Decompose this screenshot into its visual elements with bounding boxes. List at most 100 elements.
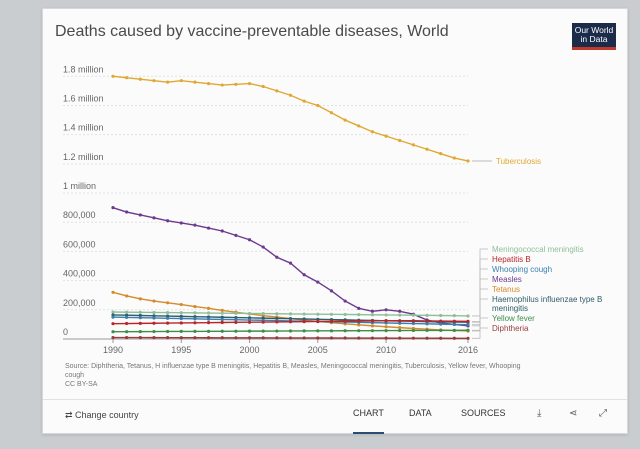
data-point [220,336,224,340]
data-point [179,321,183,325]
data-point [125,330,129,334]
data-point [138,313,142,318]
legend-label: Whooping cough [492,265,552,274]
data-point [206,306,211,310]
data-point [193,305,197,309]
data-point [452,319,456,323]
data-point [452,328,456,332]
data-point [247,238,252,242]
data-point [179,311,183,315]
share-icon[interactable]: ⋖ [569,408,578,419]
data-point [206,311,211,315]
data-point [370,313,375,317]
data-point [179,221,183,225]
data-point [166,310,170,315]
data-point [220,329,224,333]
data-point [111,330,115,334]
data-point [179,336,183,340]
data-point [179,79,183,83]
data-point [302,320,306,324]
license-line: CC BY-SA [65,381,98,388]
data-point [125,294,129,298]
data-point [234,311,238,315]
data-point [152,216,156,220]
legend-leader [472,298,488,323]
data-point [275,320,279,324]
data-point [138,297,142,301]
data-point [111,290,115,294]
data-point [166,336,170,340]
data-point [384,308,388,312]
data-point [193,311,197,315]
data-point [166,321,170,325]
x-tick-label: 2005 [308,345,328,355]
y-tick-label: 1.6 million [63,93,104,103]
data-point [179,316,183,321]
data-point [206,81,211,86]
data-point [329,329,334,333]
chart-card: Deaths caused by vaccine-preventable dis… [42,8,628,434]
data-point [152,314,156,318]
data-point [166,80,170,84]
data-point [179,302,183,307]
data-point [206,321,211,325]
data-point [357,319,361,323]
data-point [152,316,156,320]
data-point [425,336,429,340]
chart-title: Deaths caused by vaccine-preventable dis… [55,23,449,40]
data-point [152,79,156,83]
data-point [398,309,402,313]
data-point [220,311,224,315]
data-point [234,315,238,320]
data-point [220,308,224,312]
data-point [384,134,388,138]
data-point [329,336,334,340]
data-point [193,317,197,321]
data-point [261,84,265,89]
data-point [425,147,429,151]
data-point [247,336,252,340]
data-point [439,336,443,340]
data-point [234,336,238,340]
data-point [111,335,115,340]
data-point [138,77,142,81]
fullscreen-icon[interactable]: ⤢ [599,408,607,419]
data-point [288,93,293,97]
change-country-button[interactable]: ⇄ Change country [65,410,139,420]
data-point [288,336,293,340]
source-line: Source: Diphtheria, Tetanus, H influenza… [65,363,521,370]
data-point [166,219,170,223]
tab-data[interactable]: DATA [409,408,432,418]
data-point [125,321,129,326]
data-point [179,329,183,334]
download-icon[interactable]: ⤓ [537,408,542,419]
tab-chart[interactable]: CHART [353,408,384,434]
data-point [316,317,320,321]
data-point [152,310,156,315]
data-point [111,206,115,210]
source-line: cough [65,372,85,379]
tab-sources[interactable]: SOURCES [461,408,506,418]
data-point [152,321,156,325]
data-point [302,312,306,316]
data-point [261,312,265,316]
data-point [275,329,279,333]
data-point [343,299,347,303]
y-tick-label: 1.4 million [63,123,104,133]
data-point [357,124,361,128]
data-point [152,329,156,334]
data-point [138,310,142,314]
data-point [166,301,170,305]
data-point [220,229,224,233]
logo-line-2: in Data [580,34,608,44]
data-point [193,336,197,340]
owid-logo[interactable]: Our World in Data [572,23,616,50]
data-point [425,313,429,317]
legend-label: Diphtheria [492,324,529,333]
x-tick-label: 2016 [458,345,478,355]
data-point [384,336,388,340]
data-point [234,329,238,333]
data-point [247,329,252,333]
data-point [398,321,402,325]
